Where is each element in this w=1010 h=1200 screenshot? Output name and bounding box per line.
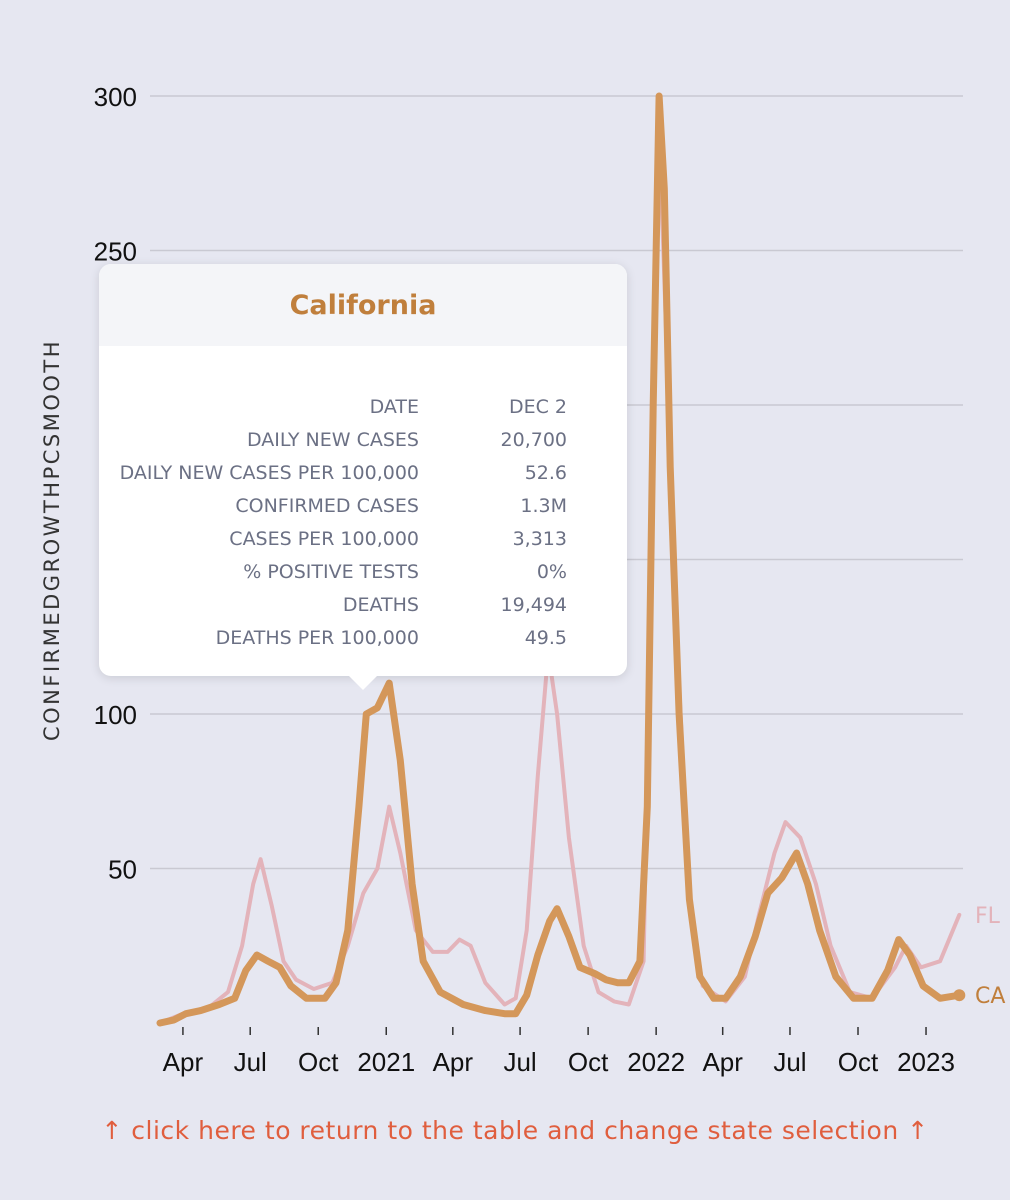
x-tick-label: Jul — [503, 1047, 536, 1077]
x-tick-label: Jul — [773, 1047, 806, 1077]
tooltip-row-value: 19,494 — [500, 594, 567, 616]
tooltip-header: California — [99, 264, 627, 346]
tooltip-row-value: 1.3M — [520, 495, 567, 517]
tooltip-row-label: % POSITIVE TESTS — [243, 561, 419, 583]
tooltip-pointer — [349, 676, 377, 690]
y-axis-label: CONFIRMEDGROWTHPCSMOOTH — [40, 338, 64, 742]
series-end-labels: CA FL — [953, 904, 1005, 1009]
tooltip-row: DAILY NEW CASES 20,700 — [99, 429, 627, 459]
state-tooltip: California DATE DEC 2 DAILY NEW CASES 20,70… — [99, 264, 627, 690]
x-tick-label: Apr — [163, 1047, 204, 1077]
tooltip-row-label: DEATHS PER 100,000 — [215, 627, 419, 649]
return-to-table-link[interactable]: ↑ click here to return to the table and … — [101, 1116, 929, 1145]
series-label-ca: CA — [975, 984, 1005, 1009]
tooltip-row-value: 0% — [536, 561, 567, 583]
tooltip-row-value: DEC 2 — [508, 396, 567, 418]
x-tick-label: 2023 — [897, 1047, 955, 1077]
tooltip-row-value: 3,313 — [512, 528, 567, 550]
x-tick-label: 2022 — [627, 1047, 685, 1077]
y-tick-labels: 50 100 250 300 — [94, 82, 137, 885]
tooltip-row: DEATHS PER 100,000 49.5 — [99, 627, 627, 657]
tooltip-row-label: DATE — [369, 396, 419, 418]
series-line-fl — [158, 124, 962, 1025]
tooltip-row-label: CASES PER 100,000 — [229, 528, 419, 550]
x-tick-label: Oct — [838, 1047, 879, 1077]
tooltip-row: DATE DEC 2 — [99, 396, 627, 426]
series-lines — [156, 92, 963, 1027]
tooltip-row-value: 20,700 — [500, 429, 567, 451]
y-tick-label: 250 — [94, 237, 137, 267]
tooltip-row-label: DAILY NEW CASES — [246, 429, 419, 451]
series-line-ca — [156, 92, 963, 1027]
x-tick-label: Apr — [702, 1047, 743, 1077]
series-endpoint-ca — [953, 989, 966, 1002]
tooltip-row: DAILY NEW CASES PER 100,000 52.6 — [99, 462, 627, 492]
series-label-fl: FL — [975, 904, 1001, 929]
tooltip-row: CASES PER 100,000 3,313 — [99, 528, 627, 558]
y-tick-label: 50 — [108, 855, 137, 885]
tooltip-row-label: CONFIRMED CASES — [235, 495, 419, 517]
x-tick-label: Oct — [568, 1047, 609, 1077]
tooltip-row-value: 49.5 — [524, 627, 567, 649]
tooltip-row: % POSITIVE TESTS 0% — [99, 561, 627, 591]
tooltip-row-label: DEATHS — [342, 594, 419, 616]
tooltip-row: CONFIRMED CASES 1.3M — [99, 495, 627, 525]
x-axis: Apr Jul Oct 2021 Apr Jul Oct 2022 Apr Jul Oct 2023 — [163, 1027, 955, 1077]
tooltip-row-value: 52.6 — [524, 462, 567, 484]
y-tick-label: 100 — [94, 700, 137, 730]
y-tick-label: 300 — [94, 82, 137, 112]
x-tick-label: Oct — [298, 1047, 339, 1077]
x-tick-label: Apr — [433, 1047, 474, 1077]
tooltip-row-label: DAILY NEW CASES PER 100,000 — [119, 462, 419, 484]
tooltip-row: DEATHS 19,494 — [99, 594, 627, 624]
x-tick-label: 2021 — [357, 1047, 415, 1077]
x-tick-label: Jul — [234, 1047, 267, 1077]
tooltip-title: California — [289, 289, 437, 321]
